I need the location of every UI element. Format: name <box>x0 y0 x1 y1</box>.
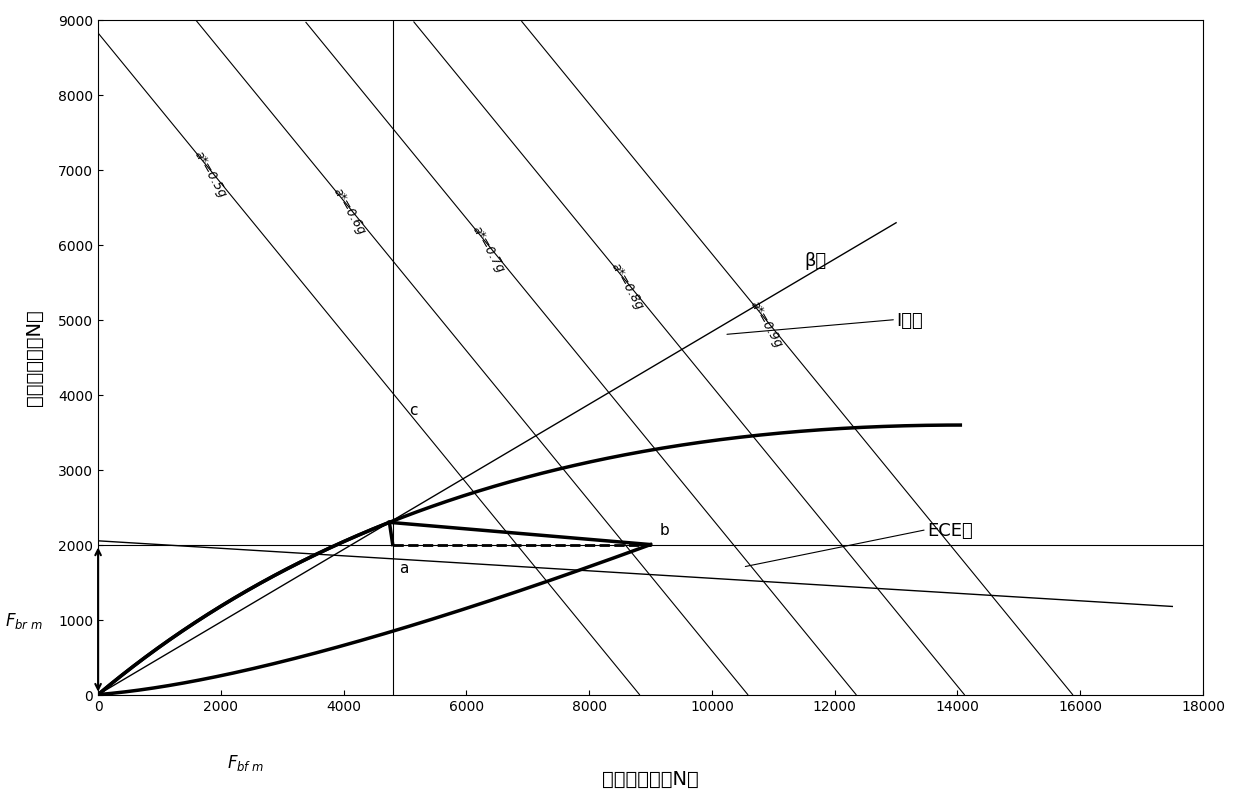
Text: b: b <box>660 523 670 537</box>
Text: β线: β线 <box>804 251 826 269</box>
Text: a: a <box>399 560 408 575</box>
Text: $F_{bf\ m}$: $F_{bf\ m}$ <box>227 752 264 772</box>
Text: a*=0.9g: a*=0.9g <box>748 298 785 349</box>
Text: a*=0.8g: a*=0.8g <box>609 260 646 312</box>
Text: ECE线: ECE线 <box>926 521 972 539</box>
X-axis label: 前轴制动力（N）: 前轴制动力（N） <box>603 769 699 788</box>
Text: a*=0.5g: a*=0.5g <box>191 148 228 199</box>
Text: I曲线: I曲线 <box>897 311 923 329</box>
Y-axis label: 后轴制动力（N）: 后轴制动力（N） <box>25 309 45 406</box>
Text: a*=0.7g: a*=0.7g <box>469 222 507 275</box>
Text: c: c <box>409 402 418 418</box>
Text: $F_{br\ m}$: $F_{br\ m}$ <box>5 609 43 630</box>
Text: a*=0.6g: a*=0.6g <box>330 185 368 237</box>
